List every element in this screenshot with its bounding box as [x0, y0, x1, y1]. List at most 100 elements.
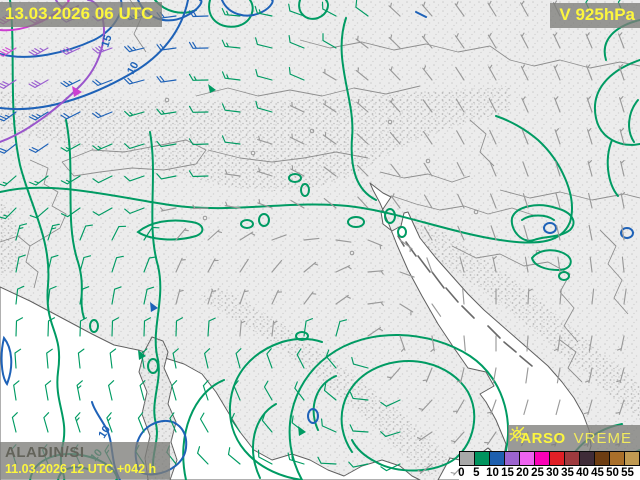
- wind-barb: [92, 175, 113, 184]
- wind-barb: [356, 133, 369, 145]
- wind-barb: [423, 226, 433, 241]
- wind-barb: [367, 270, 384, 275]
- wind-barb: [261, 413, 273, 433]
- wind-barb: [623, 288, 627, 305]
- wind-barb: [555, 161, 561, 177]
- arso-vreme-logo: ARSO VREME: [508, 425, 640, 451]
- wind-barb: [367, 327, 383, 337]
- wind-barb: [74, 412, 81, 433]
- wind-barb: [522, 193, 529, 209]
- wind-barb: [160, 207, 177, 212]
- scale-swatch: [564, 451, 580, 466]
- wind-barb: [263, 380, 273, 401]
- wind-barb: [616, 367, 625, 384]
- wind-barb: [156, 43, 177, 51]
- wind-barb: [207, 317, 216, 337]
- wind-barb: [79, 224, 93, 241]
- wind-barb: [355, 0, 369, 17]
- wind-barb: [390, 163, 401, 177]
- wind-barb: [421, 1, 433, 17]
- wind-barb: [172, 348, 179, 369]
- wind-barb: [423, 194, 433, 209]
- wind-barb: [380, 399, 401, 407]
- wind-barb: [271, 320, 278, 337]
- wind-barb: [490, 225, 497, 241]
- wind-barb: [143, 286, 155, 305]
- wind-barb: [389, 131, 401, 145]
- wind-barb: [137, 412, 145, 433]
- wind-barb: [290, 199, 305, 209]
- wind-barb: [456, 130, 465, 145]
- wind-barb: [523, 225, 529, 241]
- model-info-label: ALADIN/SI 11.03.2026 12 UTC +042 h: [0, 442, 171, 479]
- wind-barb: [487, 0, 497, 17]
- wind-barb: [291, 415, 305, 433]
- wind-barb: [111, 317, 120, 337]
- wind-barb: [92, 143, 113, 151]
- wind-barb: [271, 289, 283, 305]
- wind-barb: [557, 256, 561, 273]
- wind-barb: [620, 160, 625, 177]
- wind-barb: [188, 41, 209, 49]
- wind-barb: [29, 207, 49, 219]
- wind-barb: [367, 239, 383, 250]
- wind-barb: [44, 380, 52, 401]
- scale-tick-label: 10: [486, 467, 499, 479]
- scale-swatch: [534, 451, 550, 466]
- wind-barb: [257, 199, 273, 209]
- wind-barb: [323, 198, 337, 209]
- scale-swatch: [474, 451, 490, 466]
- wind-barb: [13, 380, 20, 401]
- wind-barb: [266, 348, 273, 369]
- wind-barb: [454, 33, 465, 49]
- wind-barb: [399, 239, 413, 253]
- wind-barb: [92, 45, 113, 54]
- wind-barb: [388, 2, 401, 17]
- wind-barb: [156, 108, 177, 115]
- wind-barb: [221, 39, 241, 49]
- wind-barb: [106, 412, 113, 433]
- wind-barb: [290, 165, 305, 177]
- wind-barb: [192, 204, 209, 210]
- wind-barb: [60, 79, 81, 88]
- wind-barb: [356, 164, 369, 177]
- wind-barb: [335, 294, 351, 305]
- wind-barb: [111, 286, 122, 305]
- wind-barb: [47, 317, 56, 337]
- wind-barb: [303, 291, 317, 305]
- isotach-value-label: 10: [125, 60, 141, 76]
- wind-barb: [28, 79, 49, 89]
- wind-barb: [175, 257, 186, 273]
- wind-barb: [616, 335, 625, 352]
- wind-barb: [0, 207, 17, 220]
- wind-barb: [14, 348, 22, 369]
- wind-barb: [221, 103, 241, 113]
- wind-barb: [586, 64, 593, 81]
- wind-barb: [422, 367, 433, 383]
- wind-barb: [323, 166, 337, 177]
- wind-barb: [11, 412, 18, 433]
- wind-barb: [390, 193, 401, 209]
- wind-barb: [47, 254, 59, 273]
- wind-barb: [28, 143, 49, 153]
- wind-barb: [77, 348, 85, 369]
- wind-barb: [457, 193, 465, 209]
- model-name: ALADIN/SI: [5, 444, 85, 462]
- wind-barb: [399, 271, 415, 278]
- wind-barb: [188, 105, 209, 113]
- wind-barb: [124, 45, 145, 53]
- wind-barb: [296, 348, 305, 369]
- scale-swatch: [549, 451, 565, 466]
- wind-barb: [257, 167, 273, 177]
- wind-barb: [554, 128, 561, 145]
- wind-barb: [521, 96, 529, 113]
- wind-barb: [233, 380, 241, 401]
- wind-barb: [124, 77, 145, 85]
- wind-barb: [230, 412, 241, 433]
- scale-tick-label: 35: [561, 467, 574, 479]
- wind-barb: [303, 237, 320, 241]
- wind-barb: [143, 226, 160, 241]
- scale-tick-label: 20: [516, 467, 529, 479]
- wind-barb: [79, 317, 88, 337]
- wind-speed-color-scale: 0 5 10 15 20 25 30 35 40 45 50 55: [458, 451, 640, 480]
